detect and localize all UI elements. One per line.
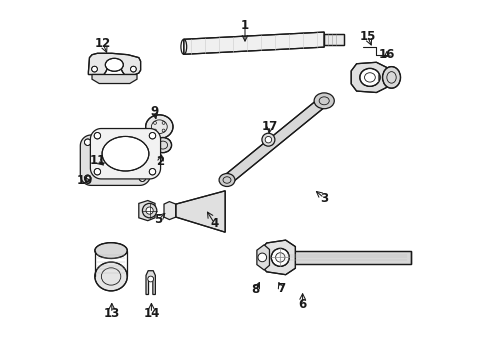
Polygon shape [139,201,155,221]
Text: 11: 11 [89,154,105,167]
Text: 12: 12 [95,37,111,50]
Ellipse shape [360,68,380,86]
Ellipse shape [92,143,139,177]
Text: 13: 13 [104,307,120,320]
Ellipse shape [102,136,149,171]
Circle shape [262,133,275,146]
Text: 14: 14 [143,307,160,320]
Ellipse shape [146,115,173,139]
Text: 3: 3 [320,192,328,204]
Circle shape [139,139,146,145]
Text: 4: 4 [210,217,219,230]
Polygon shape [184,32,324,54]
Ellipse shape [271,248,289,266]
Text: 7: 7 [277,282,285,294]
Text: 17: 17 [262,120,278,132]
Text: 1: 1 [241,19,249,32]
Circle shape [146,207,153,214]
Text: 16: 16 [379,48,395,61]
Polygon shape [80,135,150,185]
Polygon shape [272,251,411,264]
Ellipse shape [383,67,400,88]
Circle shape [92,66,98,72]
Circle shape [149,132,156,139]
Polygon shape [261,240,295,275]
Ellipse shape [95,243,127,258]
Polygon shape [146,271,155,294]
Polygon shape [351,62,388,93]
Text: 2: 2 [156,156,165,168]
Circle shape [130,66,136,72]
Text: 15: 15 [359,30,376,42]
Polygon shape [164,202,176,220]
Circle shape [265,136,271,143]
Text: 8: 8 [252,283,260,296]
Polygon shape [176,191,225,232]
Ellipse shape [314,93,334,109]
Circle shape [148,276,153,282]
Polygon shape [324,35,344,45]
Text: 10: 10 [76,174,93,186]
Polygon shape [90,129,161,179]
Circle shape [84,175,91,181]
Circle shape [139,175,146,181]
Circle shape [149,168,156,175]
Circle shape [94,168,100,175]
Polygon shape [257,245,270,270]
Text: 9: 9 [150,105,158,118]
Polygon shape [92,75,137,84]
Ellipse shape [154,138,171,153]
Polygon shape [224,96,327,185]
Ellipse shape [105,58,123,71]
Text: 6: 6 [298,298,307,311]
Text: 5: 5 [154,213,163,226]
Circle shape [258,253,267,262]
Circle shape [94,132,100,139]
Ellipse shape [219,174,235,186]
Circle shape [143,203,157,218]
Ellipse shape [95,262,127,291]
Polygon shape [88,53,141,75]
Circle shape [84,139,91,145]
